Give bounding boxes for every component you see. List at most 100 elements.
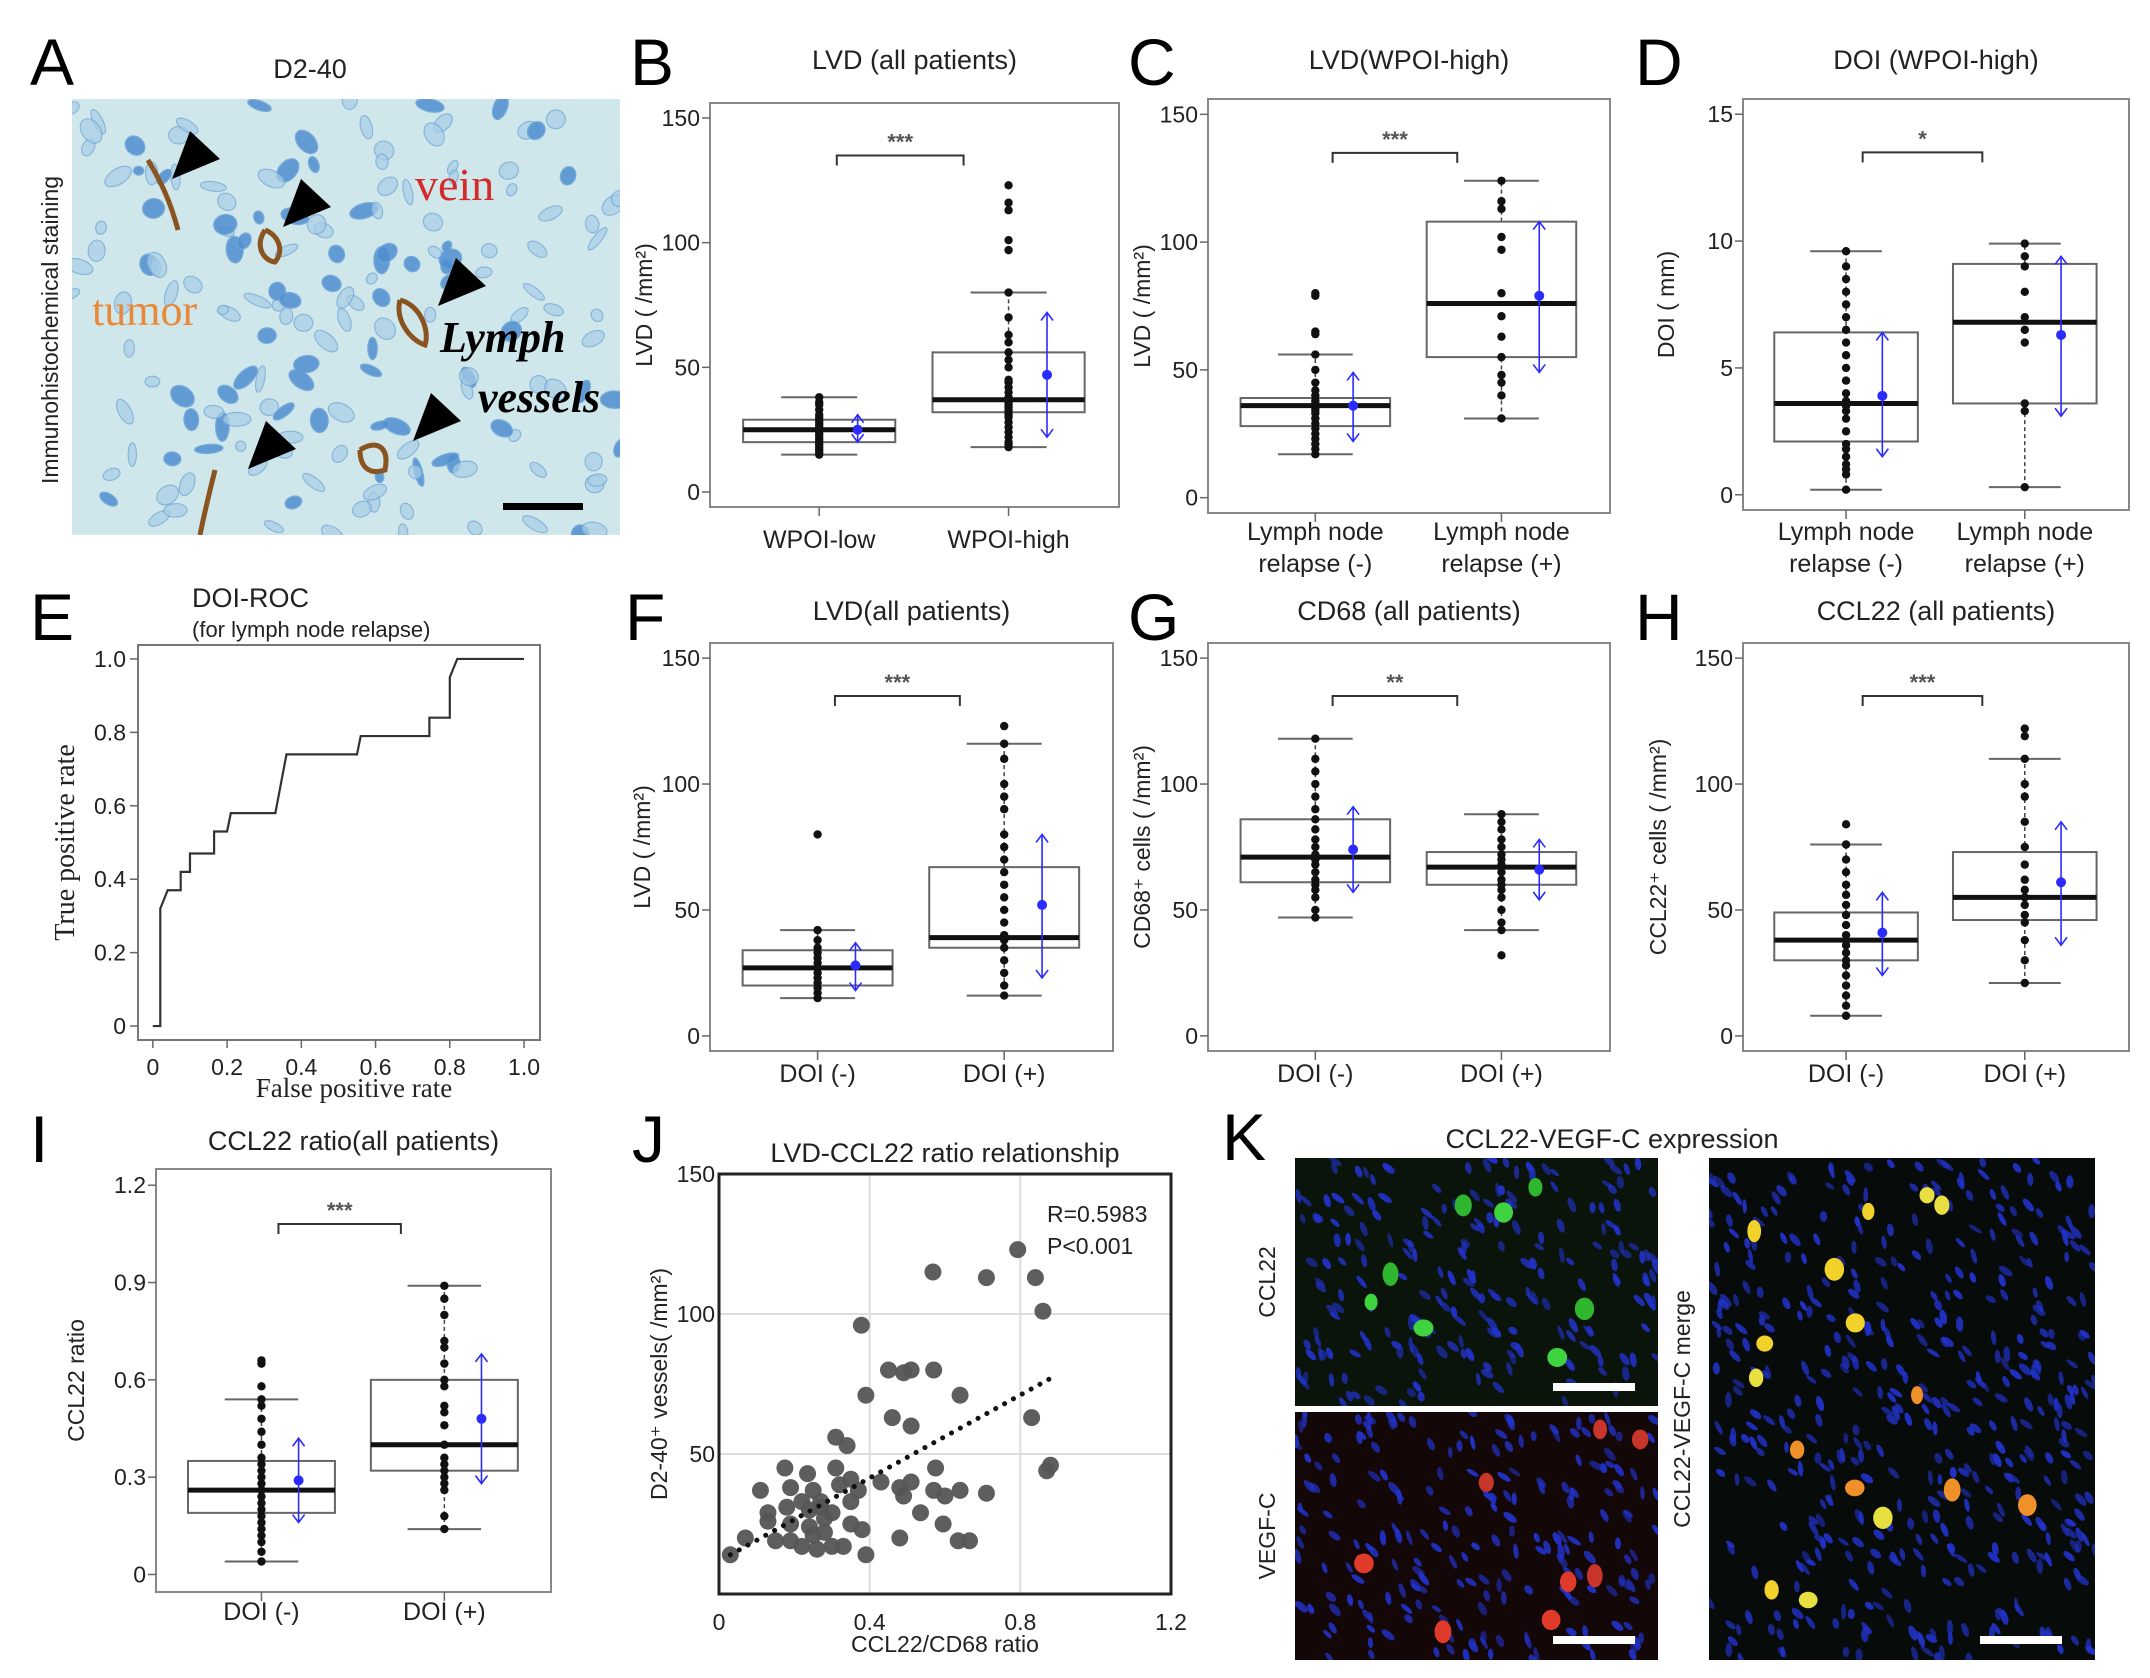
dapi-nucleus — [1896, 1364, 1906, 1377]
dapi-nucleus — [1852, 1536, 1864, 1548]
dapi-nucleus — [1712, 1362, 1720, 1375]
mean-marker — [293, 1475, 304, 1486]
dapi-nucleus — [1793, 1619, 1799, 1630]
arrow-up-icon — [851, 413, 865, 424]
data-point — [1841, 363, 1851, 373]
stained-cell — [1454, 1194, 1472, 1217]
arrow-up-icon — [1875, 331, 1889, 341]
dapi-nucleus — [2087, 1351, 2095, 1365]
data-point — [2020, 875, 2029, 884]
dapi-nucleus — [1940, 1522, 1949, 1537]
dapi-nucleus — [1387, 1232, 1394, 1247]
dapi-nucleus — [1910, 1317, 1921, 1330]
dapi-nucleus — [1714, 1446, 1726, 1456]
y-axis-label: CCL22 ratio — [63, 1319, 89, 1442]
dapi-nucleus — [1497, 1240, 1505, 1252]
dapi-nucleus — [1969, 1423, 1982, 1434]
dapi-nucleus — [2018, 1351, 2028, 1360]
dapi-nucleus — [1881, 1358, 1888, 1371]
dapi-nucleus — [2032, 1287, 2038, 1298]
data-point — [1497, 332, 1506, 341]
nucleus — [263, 520, 284, 534]
data-point — [1004, 338, 1013, 347]
dapi-nucleus — [1767, 1624, 1775, 1636]
dapi-nucleus — [1351, 1574, 1365, 1584]
dapi-nucleus — [1720, 1293, 1732, 1307]
dapi-nucleus — [1410, 1583, 1421, 1592]
dapi-nucleus — [1525, 1161, 1534, 1173]
nucleus — [217, 192, 237, 211]
dapi-nucleus — [2084, 1491, 2094, 1504]
dapi-nucleus — [1557, 1325, 1565, 1340]
dapi-nucleus — [2079, 1329, 2090, 1339]
scatter-point — [977, 1269, 995, 1287]
dapi-nucleus — [1600, 1463, 1608, 1474]
dapi-nucleus — [1413, 1557, 1422, 1567]
nucleus — [175, 117, 199, 135]
dapi-nucleus — [1549, 1168, 1559, 1177]
nucleus — [352, 500, 372, 518]
dapi-nucleus — [2088, 1262, 2095, 1272]
dapi-nucleus — [1589, 1202, 1596, 1214]
plot-frame — [709, 102, 1120, 508]
dapi-nucleus — [1896, 1498, 1903, 1512]
arrow-up-icon — [1346, 805, 1360, 816]
dapi-nucleus — [1464, 1506, 1473, 1517]
dapi-nucleus — [2003, 1472, 2014, 1483]
dapi-nucleus — [1328, 1622, 1337, 1634]
dapi-nucleus — [1592, 1241, 1603, 1250]
dapi-nucleus — [1609, 1164, 1623, 1175]
dapi-nucleus — [1356, 1275, 1367, 1288]
boxplot-panel-d: DOI (WPOI-high) DOI ( mm) 0 5 10 15 Lymph node… — [1653, 45, 2130, 578]
data-point — [257, 1505, 266, 1514]
dapi-nucleus — [1556, 1218, 1565, 1233]
y-tick-label: 0 — [113, 1013, 126, 1039]
dapi-nucleus — [1770, 1206, 1778, 1216]
data-point — [1311, 734, 1320, 743]
dapi-nucleus — [1402, 1238, 1415, 1248]
y-tick-label: 0 — [133, 1561, 146, 1587]
dapi-nucleus — [1375, 1385, 1388, 1396]
x-tick-label: 0.8 — [1004, 1609, 1036, 1635]
dapi-nucleus — [1301, 1412, 1308, 1418]
scatter-point — [891, 1529, 909, 1547]
nucleus — [307, 156, 320, 174]
data-point — [2020, 287, 2029, 297]
dapi-nucleus — [1514, 1165, 1520, 1180]
dapi-nucleus — [1856, 1220, 1864, 1235]
dapi-nucleus — [2045, 1532, 2051, 1546]
x-category-label: DOI (+) — [1983, 1060, 2066, 1088]
data-point — [1497, 951, 1506, 960]
y-axis-label: CCL22⁺ cells ( /mm²) — [1645, 739, 1671, 956]
dapi-nucleus — [2079, 1292, 2087, 1307]
dapi-nucleus — [1863, 1325, 1874, 1336]
dapi-nucleus — [2081, 1532, 2090, 1547]
dapi-nucleus — [1742, 1280, 1751, 1294]
dapi-nucleus — [1535, 1546, 1547, 1555]
dapi-nucleus — [1461, 1552, 1469, 1562]
data-point — [1311, 905, 1320, 915]
nucleus — [490, 419, 514, 438]
data-point — [999, 893, 1009, 902]
dapi-nucleus — [1520, 1258, 1533, 1269]
nucleus — [362, 483, 388, 501]
dapi-nucleus — [1319, 1349, 1327, 1361]
dapi-nucleus — [1491, 1534, 1501, 1547]
dapi-nucleus — [2065, 1527, 2077, 1539]
dapi-nucleus — [1937, 1474, 1943, 1486]
data-point — [1004, 235, 1013, 245]
dapi-nucleus — [2091, 1374, 2095, 1387]
significance-bracket — [1331, 695, 1459, 707]
x-category-label: DOI (+) — [403, 1598, 486, 1626]
nucleus — [213, 213, 238, 235]
stained-cell — [2017, 1494, 2037, 1516]
dapi-nucleus — [1524, 1585, 1534, 1595]
lymph-vessel — [357, 442, 389, 475]
dapi-nucleus — [2066, 1385, 2075, 1395]
y-tick-label: 0.4 — [94, 866, 126, 892]
arrowhead-icon — [172, 131, 220, 179]
dapi-nucleus — [1582, 1625, 1589, 1638]
dapi-nucleus — [1747, 1248, 1754, 1263]
dapi-nucleus — [2050, 1498, 2062, 1511]
data-point — [257, 1498, 266, 1508]
